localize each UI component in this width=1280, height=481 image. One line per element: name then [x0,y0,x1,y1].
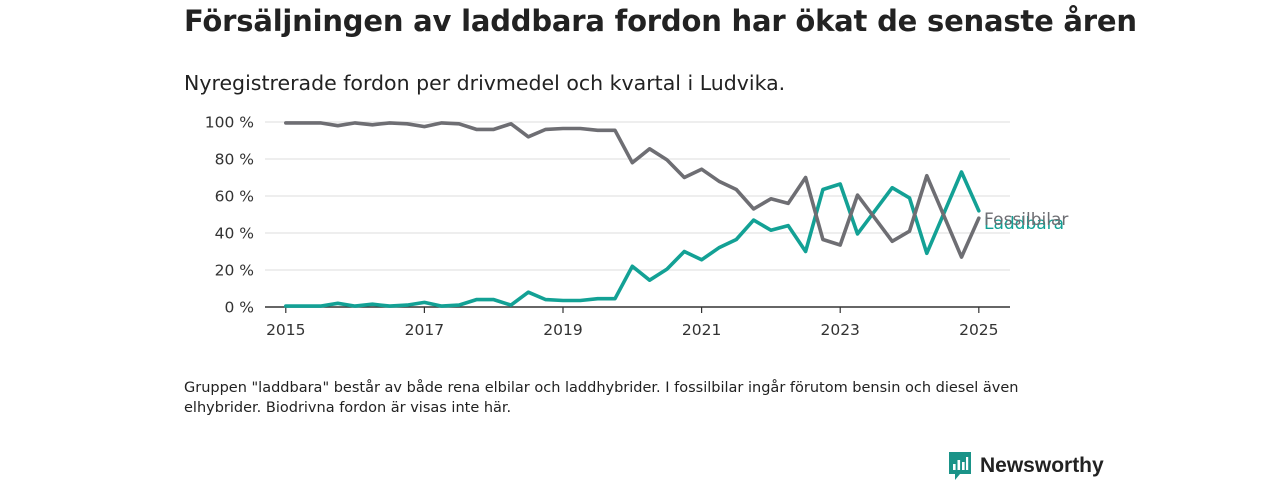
y-tick-label: 20 % [215,262,254,280]
y-tick-label: 60 % [215,188,254,206]
brand-logo: Newsworthy [948,451,1104,481]
y-tick-label: 40 % [215,225,254,243]
series-line-laddbara [283,170,981,308]
end-label-fossilbilar: Fossilbilar [984,210,1068,230]
end-label-laddbara: Laddbara [984,214,1064,234]
x-tick-label: 2019 [543,321,582,339]
y-tick-label: 100 % [205,114,254,132]
x-tick-label: 2017 [405,321,444,339]
x-tick-label: 2025 [959,321,998,339]
x-tick-label: 2021 [682,321,721,339]
series-line-fossilbilar [283,121,981,259]
chart-title: Försäljningen av laddbara fordon har öka… [184,4,1137,38]
newsworthy-logo-icon [949,452,971,480]
brand-name: Newsworthy [980,454,1104,477]
y-tick-label: 0 % [224,299,254,317]
footnote: Gruppen "laddbara" består av både rena e… [184,380,1019,416]
x-tick-label: 2015 [266,321,305,339]
chart-subtitle: Nyregistrerade fordon per drivmedel och … [184,71,786,95]
x-tick-label: 2023 [820,321,859,339]
y-tick-label: 80 % [215,151,254,169]
